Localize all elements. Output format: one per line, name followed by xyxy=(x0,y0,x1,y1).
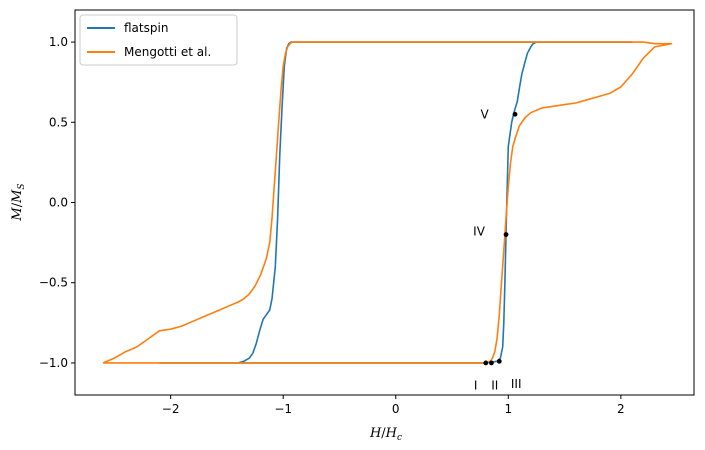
state-label-ii: II xyxy=(491,378,498,392)
y-tick-label: 0.0 xyxy=(49,196,68,210)
plot-background xyxy=(75,10,694,395)
state-label-iv: IV xyxy=(473,224,486,238)
points-layer xyxy=(483,111,518,366)
y-tick-label: 0.5 xyxy=(49,115,68,129)
y-axis-label: M/MS xyxy=(10,183,27,221)
y-axis-label-sub: S xyxy=(17,183,27,189)
legend: flatspin Mengotti et al. xyxy=(79,14,238,66)
x-tick-label: 1 xyxy=(504,402,512,416)
state-point-v xyxy=(512,111,518,117)
y-tick-label: −0.5 xyxy=(39,276,68,290)
state-point-iii xyxy=(496,358,502,364)
y-tick-label: 1.0 xyxy=(49,35,68,49)
state-point-iv xyxy=(503,232,509,237)
state-point-i xyxy=(483,360,489,366)
y-axis-label-denom: M xyxy=(10,189,25,204)
state-point-ii xyxy=(489,360,494,366)
x-tick-label: 2 xyxy=(617,402,625,416)
legend-label-flatspin: flatspin xyxy=(124,21,168,35)
x-axis-label: H/Hc xyxy=(369,426,402,443)
x-axis-label-main: H xyxy=(369,426,382,441)
x-tick-label: 0 xyxy=(392,402,400,416)
x-tick-label: −1 xyxy=(274,402,292,416)
axes-layer: −2 −1 0 1 2 −1.0 −0.5 0.0 0.5 1.0 xyxy=(39,9,695,416)
legend-box xyxy=(79,14,238,66)
y-axis-label-sep: / xyxy=(10,202,25,207)
y-tick-label: −1.0 xyxy=(39,356,68,370)
x-axis-label-sub: c xyxy=(397,433,402,443)
x-axis-label-sep: / xyxy=(381,426,386,441)
state-label-i: I xyxy=(474,378,478,392)
state-label-v: V xyxy=(481,107,490,121)
x-tick-label: −2 xyxy=(162,402,180,416)
plot-area xyxy=(75,10,694,395)
state-label-iii: III xyxy=(511,377,522,391)
y-axis-label-main: M xyxy=(10,207,25,222)
legend-label-mengotti: Mengotti et al. xyxy=(124,45,211,59)
x-axis-label-denom: H xyxy=(385,426,398,441)
